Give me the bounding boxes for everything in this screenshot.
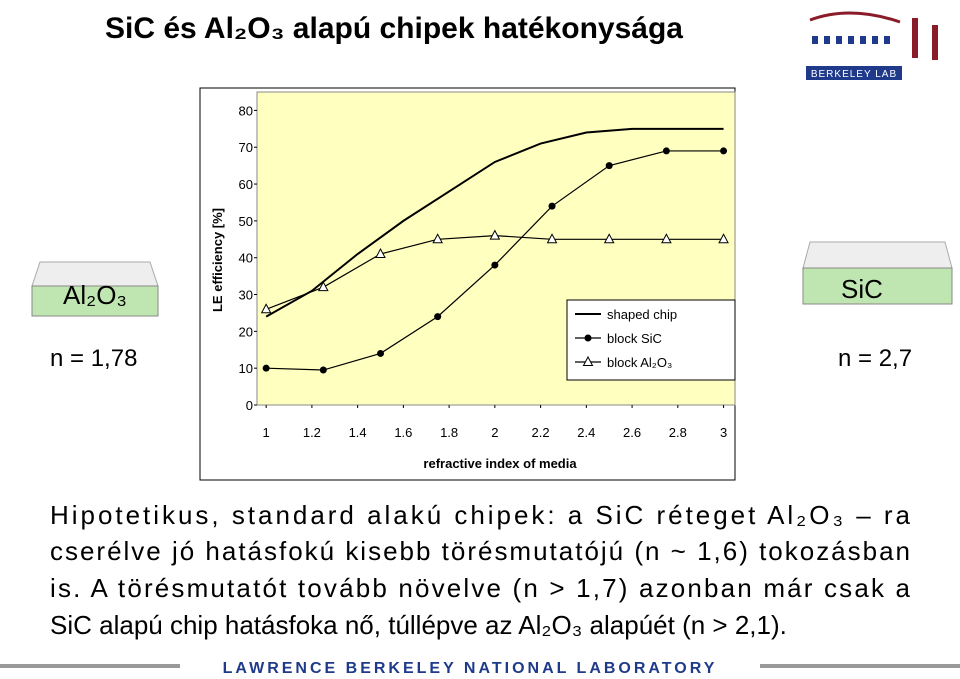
paragraph-line: cserélve jó hatásfokú kisebb törésmutató… (50, 536, 910, 566)
right-material: SiC (841, 274, 883, 304)
x-tick-label: 1.6 (394, 425, 412, 440)
y-tick-label: 10 (239, 361, 253, 376)
paragraph-line: SiC alapú chip hatásfoka nő, túllépve az… (50, 610, 787, 640)
x-tick-label: 2.2 (532, 425, 550, 440)
data-point (434, 313, 442, 321)
x-axis-label: refractive index of media (423, 456, 577, 471)
paragraph-line: is. A törésmutatót tovább növelve (n > 1… (50, 573, 911, 603)
data-point (718, 233, 729, 244)
data-point (548, 202, 556, 210)
legend-marker (582, 355, 594, 366)
x-tick-label: 1.2 (303, 425, 321, 440)
legend-marker (584, 334, 592, 342)
legend-label: block Al₂O₃ (607, 355, 672, 370)
right-n: n = 2,7 (838, 345, 912, 372)
data-point (491, 261, 499, 269)
footer-text: LAWRENCE BERKELEY NATIONAL LABORATORY (223, 660, 718, 677)
y-tick-label: 40 (239, 251, 253, 266)
y-tick-label: 0 (246, 398, 253, 413)
data-point (546, 233, 558, 244)
y-axis-label: LE efficiency [%] (210, 208, 225, 312)
y-tick-label: 80 (239, 103, 253, 118)
x-tick-label: 1.8 (440, 425, 458, 440)
x-tick-label: 2.8 (669, 425, 687, 440)
logo: BERKELEY LAB (806, 11, 938, 80)
legend-label: block SiC (607, 331, 662, 346)
y-tick-label: 20 (239, 324, 253, 339)
x-tick-label: 2 (491, 425, 498, 440)
paragraph-line: Hipotetikus, standard alakú chipek: a Si… (50, 500, 911, 530)
data-point (432, 233, 444, 244)
data-point (377, 349, 385, 357)
data-point (662, 147, 670, 155)
data-point (603, 233, 615, 244)
x-tick-label: 1 (263, 425, 270, 440)
left-n: n = 1,78 (50, 345, 137, 372)
slide-title: SiC és Al₂O₃ alapú chipek hatékonysága (105, 12, 683, 45)
data-point (260, 303, 272, 314)
data-point (720, 147, 728, 155)
footer-rule (760, 664, 960, 668)
x-tick-label: 3 (720, 425, 727, 440)
y-tick-label: 30 (239, 288, 253, 303)
data-point (375, 247, 386, 259)
x-tick-label: 2.6 (623, 425, 641, 440)
y-tick-label: 70 (239, 140, 253, 155)
series-line (265, 127, 724, 318)
x-tick-label: 2.4 (577, 425, 595, 440)
data-point (319, 366, 327, 374)
x-tick-label: 1.4 (349, 425, 367, 440)
data-point (317, 281, 329, 292)
legend-label: shaped chip (607, 307, 677, 322)
data-point (489, 229, 501, 240)
logo-text: BERKELEY LAB (811, 69, 897, 80)
chip-right (802, 241, 953, 305)
data-point (605, 162, 613, 170)
footer-rule (0, 664, 180, 668)
y-tick-label: 50 (239, 214, 253, 229)
y-tick-label: 60 (239, 177, 253, 192)
chip-left (31, 261, 159, 317)
data-point (661, 233, 672, 244)
left-material: Al₂O₃ (63, 280, 127, 310)
data-point (262, 364, 270, 372)
